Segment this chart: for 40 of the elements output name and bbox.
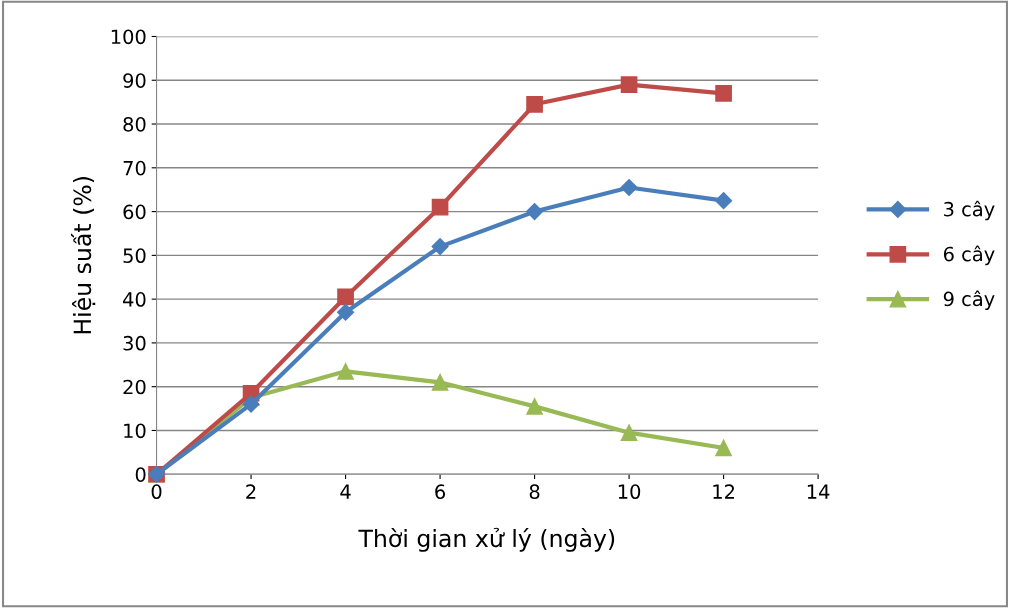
y-tick-label: 80 (123, 116, 146, 132)
x-tick-label: 8 (529, 484, 540, 500)
x-axis-title: Thời gian xử lý (ngày) (358, 527, 615, 552)
legend-label: 6 cây (943, 245, 995, 266)
point (620, 76, 638, 93)
point (715, 192, 733, 210)
y-tick-label: 70 (123, 160, 146, 176)
y-tick-label: 20 (123, 379, 146, 395)
point (431, 198, 449, 216)
x-tick-label: 10 (618, 484, 641, 500)
legend-label: 9 cây (943, 290, 995, 311)
y-tick-label: 90 (123, 73, 146, 88)
x-tick-label: 0 (151, 484, 162, 500)
y-tick-label: 50 (123, 248, 146, 264)
x-tick-label: 6 (435, 484, 446, 500)
y-tick-label: 100 (111, 29, 146, 45)
y-tick-label: 30 (123, 335, 146, 351)
y-tick-label: 0 (135, 467, 146, 482)
y-tick-label: 10 (124, 423, 146, 439)
y-tick-label: 40 (123, 292, 146, 307)
y-tick-label: 60 (123, 204, 146, 220)
x-tick-label: 2 (246, 484, 256, 499)
x-tick-label: 12 (713, 484, 735, 499)
point (620, 424, 638, 441)
point (526, 398, 543, 415)
point (526, 203, 544, 221)
x-tick-label: 14 (807, 484, 830, 499)
point (431, 373, 449, 391)
point (337, 363, 354, 380)
point (620, 178, 638, 197)
point (337, 288, 354, 306)
point (715, 85, 732, 102)
point (431, 238, 449, 256)
x-tick-label: 4 (340, 484, 351, 499)
point (526, 95, 543, 113)
point (242, 395, 260, 413)
y-axis-title: Hiệu suất (%) (70, 177, 96, 334)
legend-label: 3 cây (944, 200, 995, 221)
point (337, 303, 355, 321)
point (715, 439, 732, 457)
